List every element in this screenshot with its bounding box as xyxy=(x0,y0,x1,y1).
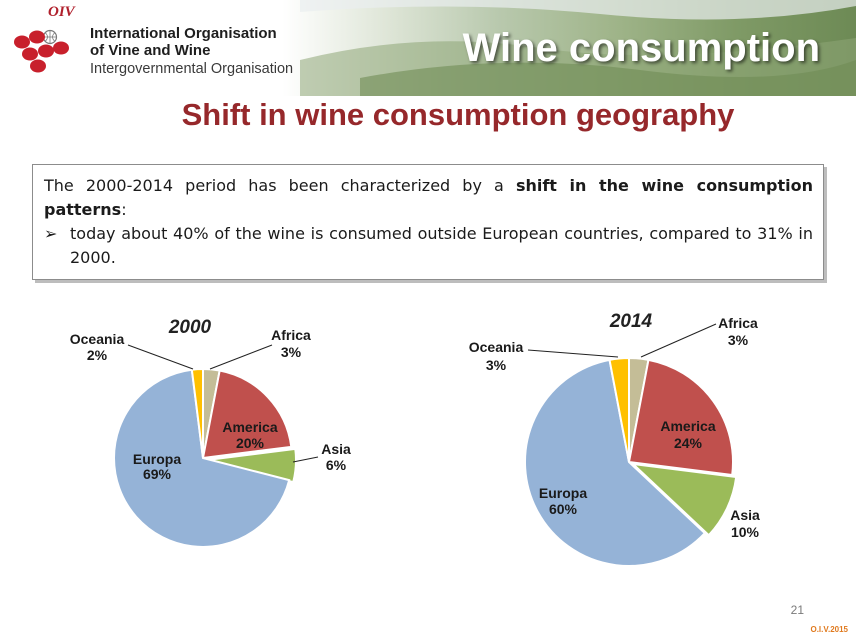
leader-line-africa xyxy=(209,344,273,370)
chart-title: 2014 xyxy=(609,311,653,332)
slice-value-asia: 10% xyxy=(731,524,760,540)
pie-slice-europa xyxy=(524,358,707,567)
slice-label-america: America xyxy=(660,418,715,434)
org-name-line3: Intergovernmental Organisation xyxy=(90,61,294,77)
slice-value-oceania: 2% xyxy=(87,347,108,363)
slice-label-africa: Africa xyxy=(271,327,311,343)
summary-paragraph: The 2000-2014 period has been characteri… xyxy=(44,174,813,222)
leader-line-asia xyxy=(292,456,319,463)
org-name-line2: of Vine and Wine xyxy=(90,42,211,59)
slice-label-africa: Africa xyxy=(718,315,758,331)
leader-line-oceania xyxy=(527,349,619,358)
footer-copyright: O.I.V.2015 xyxy=(810,625,848,634)
slice-value-oceania: 3% xyxy=(486,357,507,373)
slice-label-america: America xyxy=(222,419,277,435)
slice-label-oceania: Oceania xyxy=(469,339,524,355)
leader-line-oceania xyxy=(127,344,194,370)
slice-label-asia: Asia xyxy=(321,441,351,457)
slice-value-america: 20% xyxy=(236,435,265,451)
slide-title: Wine consumption xyxy=(462,26,820,70)
slide-subtitle: Shift in wine consumption geography xyxy=(181,97,735,132)
pie-slice-asia xyxy=(630,462,738,537)
pie-slice-europa xyxy=(113,368,291,548)
slice-value-europa: 69% xyxy=(143,466,172,482)
arrow-bullet-icon: ➢ xyxy=(44,224,58,243)
summary-text-start: The 2000-2014 period has been characteri… xyxy=(44,176,516,195)
slice-value-asia: 6% xyxy=(326,457,347,473)
oiv-logo-icon xyxy=(14,29,69,73)
org-name-line1: International Organisation xyxy=(90,25,277,42)
pie-slice-asia xyxy=(206,447,297,484)
header-banner: OIV International Organisation of Vine a… xyxy=(0,0,856,96)
summary-text-end: : xyxy=(121,200,127,219)
slice-value-america: 24% xyxy=(674,435,703,451)
slice-label-europa: Europa xyxy=(133,451,181,467)
summary-bullet: ➢ today about 40% of the wine is consume… xyxy=(44,222,813,270)
slice-label-asia: Asia xyxy=(730,507,760,523)
pie-slice-america xyxy=(627,358,734,477)
summary-bullet-text: today about 40% of the wine is consumed … xyxy=(70,224,813,267)
summary-textbox: The 2000-2014 period has been characteri… xyxy=(32,164,824,280)
slice-label-oceania: Oceania xyxy=(70,331,125,347)
summary-text-emphasis: shift in the wine consumption patterns xyxy=(44,176,813,219)
oiv-wordmark: OIV xyxy=(48,4,75,20)
pie-slice-america xyxy=(201,369,293,460)
slice-value-europa: 60% xyxy=(549,501,578,517)
slice-label-europa: Europa xyxy=(539,485,587,501)
chart-title: 2000 xyxy=(168,317,212,338)
leader-line-africa xyxy=(640,323,717,358)
pie-slice-oceania xyxy=(190,367,204,459)
slice-value-africa: 3% xyxy=(281,344,302,360)
pie-chart-2014: 2014 Africa3%America24%Asia10%Europa60%Oc… xyxy=(469,311,760,567)
slice-value-africa: 3% xyxy=(728,332,749,348)
pie-slice-oceania xyxy=(608,356,630,463)
page-number: 21 xyxy=(790,603,804,617)
vineyard-background xyxy=(300,0,856,96)
